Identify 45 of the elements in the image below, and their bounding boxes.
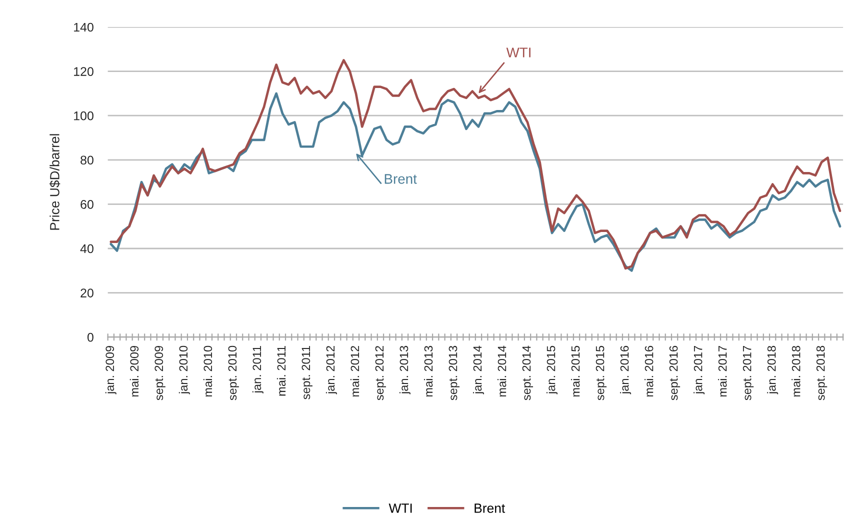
legend-label: WTI <box>388 504 412 513</box>
x-tick-label: jan. 2009 <box>105 346 116 394</box>
x-tick-label: sept. 2011 <box>302 346 312 400</box>
x-tick-label: jan. 2017 <box>694 346 705 394</box>
y-axis-title: Price U$D/barrel <box>49 134 60 230</box>
x-tick-label: mai. 2012 <box>350 346 360 396</box>
x-tick-label: jan. 2014 <box>473 346 484 394</box>
line-series <box>110 92 842 272</box>
x-tick-label: sept. 2015 <box>596 346 607 400</box>
y-tick-label: 60 <box>80 200 94 209</box>
x-tick-label: sept. 2014 <box>522 346 534 400</box>
x-tick-label: sept. 2016 <box>669 346 680 400</box>
y-tick-label: 80 <box>80 156 94 165</box>
y-tick-label: 140 <box>74 22 94 32</box>
x-tick-label: mai. 2009 <box>130 346 139 396</box>
x-tick-label: mai. 2014 <box>498 346 506 396</box>
x-tick-label: jan. 2012 <box>326 346 337 394</box>
x-tick-label: sept. 2010 <box>228 346 239 400</box>
x-tick-label: jan. 2011 <box>252 346 264 394</box>
x-tick-label: sept. 2013 <box>448 346 460 400</box>
x-tick-label: mai. 2017 <box>718 346 727 396</box>
x-tick-label: mai. 2013 <box>424 346 433 396</box>
x-tick-label: jan. 2016 <box>620 346 632 394</box>
x-tick-label: sept. 2009 <box>154 346 166 400</box>
x-tick-label: jan. 2010 <box>178 346 190 394</box>
y-tick-label: 40 <box>80 244 94 254</box>
y-tick-label: 100 <box>74 111 94 120</box>
y-tick-label: 0 <box>87 332 94 342</box>
legend-label: Brent <box>474 504 506 513</box>
x-tick-label: mai. 2018 <box>792 346 800 396</box>
x-tick-label: sept. 2017 <box>742 346 754 400</box>
x-tick-label: mai. 2016 <box>644 346 654 396</box>
annotation: Brent <box>384 174 417 184</box>
y-tick-label: 120 <box>74 67 94 76</box>
line-series <box>110 59 842 270</box>
x-tick-label: sept. 2012 <box>375 346 386 400</box>
y-tick-label: 20 <box>80 288 94 298</box>
annotation: WTI <box>506 48 530 58</box>
x-tick-label: jan. 2018 <box>767 346 778 394</box>
x-tick-label: mai. 2010 <box>203 346 212 396</box>
x-tick-label: mai. 2015 <box>571 346 580 396</box>
x-tick-label: jan. 2013 <box>399 346 410 394</box>
x-tick-label: mai. 2011 <box>276 346 286 396</box>
x-tick-label: sept. 2018 <box>816 346 828 400</box>
x-tick-label: jan. 2015 <box>546 346 558 394</box>
